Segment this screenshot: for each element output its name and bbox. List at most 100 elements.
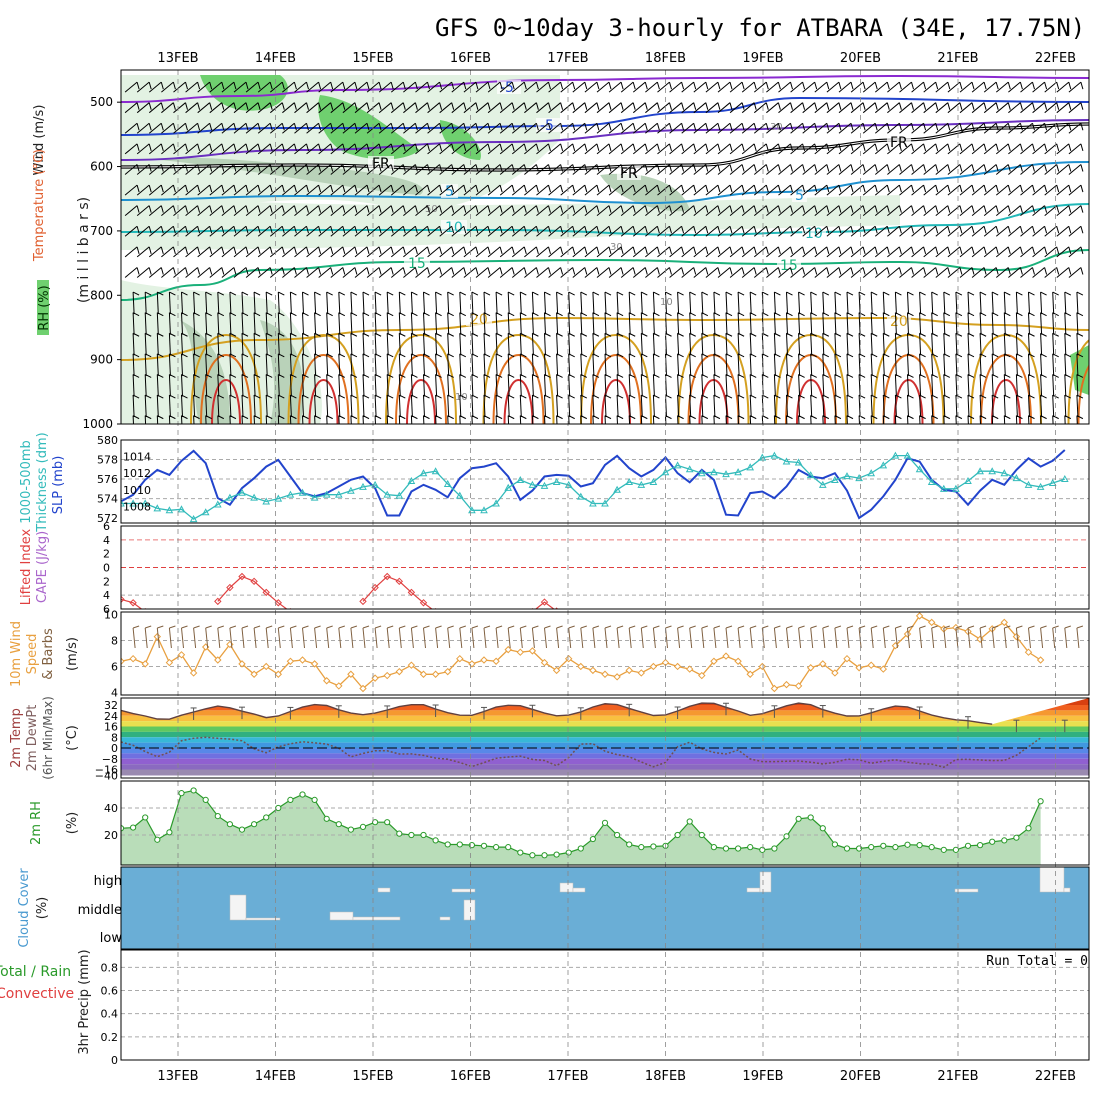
wind-barb xyxy=(241,373,249,397)
wind-barb xyxy=(632,225,648,237)
wind-barb xyxy=(161,184,176,196)
wind-barb xyxy=(1032,81,1048,93)
wind-barb-10m xyxy=(144,625,152,649)
wind-barb xyxy=(1040,332,1047,356)
wind-barb xyxy=(677,312,684,335)
wind-barb xyxy=(834,291,842,315)
wind-barb xyxy=(277,291,285,315)
wind-speed-marker xyxy=(552,666,561,675)
wind-barb xyxy=(318,184,334,196)
wind-barb xyxy=(524,122,539,134)
temp-frame xyxy=(120,697,1090,779)
wind-barb xyxy=(451,184,467,196)
wind-barb xyxy=(858,373,866,397)
wind-barb xyxy=(507,312,515,335)
wind-barb xyxy=(911,205,927,217)
rh-tick-label: 20 xyxy=(104,829,118,842)
temp-maxmin-bar xyxy=(723,702,729,716)
wind-barb xyxy=(652,373,660,397)
wind-barb xyxy=(1056,122,1072,134)
cloud-background xyxy=(121,867,1089,949)
date-label-top: 14FEB xyxy=(255,51,296,66)
wind-barb xyxy=(330,143,346,155)
wind-barb xyxy=(681,81,697,93)
date-label-top: 15FEB xyxy=(352,51,393,66)
rh-contour-label: 30 xyxy=(610,242,623,253)
wind-barb xyxy=(136,102,152,114)
wind-barb xyxy=(919,312,926,335)
wind-barb xyxy=(967,394,975,418)
cloud-frame xyxy=(120,866,1090,950)
cloud-block xyxy=(329,911,354,921)
lifted-index-label: Lifted Index xyxy=(19,528,34,605)
thickness-marker xyxy=(939,484,948,492)
wind-barb xyxy=(161,143,176,155)
wind-barb-10m xyxy=(846,625,854,649)
wind-barb xyxy=(233,143,249,155)
wind-barb xyxy=(778,246,793,258)
wind-barb xyxy=(524,184,539,196)
wind-barb xyxy=(995,205,1011,217)
wind-speed-marker xyxy=(250,670,258,678)
wind-barb xyxy=(136,205,152,217)
rh-fill-green-4 xyxy=(1070,345,1089,395)
li-marker xyxy=(419,599,428,607)
wind-barb-10m xyxy=(786,625,793,649)
wind-barb xyxy=(148,164,164,175)
wind-barb xyxy=(701,312,709,335)
wind-barb xyxy=(741,225,757,237)
wind-barb xyxy=(318,164,334,175)
wind-barb xyxy=(536,102,551,114)
wind-barb xyxy=(495,312,503,335)
wind-barb xyxy=(531,394,539,418)
wind-barb xyxy=(608,225,624,237)
wind-barb xyxy=(749,312,757,335)
wind-barb xyxy=(548,102,564,114)
wind-barb xyxy=(193,332,200,356)
wind-barb xyxy=(185,164,201,175)
wind-barb xyxy=(979,353,987,376)
wind-barb xyxy=(185,267,201,278)
wind-barb xyxy=(475,184,491,196)
wind-barb xyxy=(156,291,164,315)
wind-barb xyxy=(620,184,636,196)
wind-barb xyxy=(713,373,721,397)
wind-barb xyxy=(882,291,890,315)
wind-barb xyxy=(568,353,575,376)
wind-barb-10m xyxy=(773,625,781,649)
thickness-label-2: Thickness (dm) xyxy=(35,432,50,532)
wind-barb xyxy=(475,81,491,93)
wind-barb xyxy=(995,225,1011,237)
wind-barb xyxy=(766,225,781,237)
wind-barb xyxy=(362,291,370,315)
wind-barb xyxy=(632,81,648,93)
wind-barb xyxy=(403,143,418,155)
wind-barb xyxy=(306,205,322,217)
wind-barb xyxy=(645,164,660,175)
wind-barb xyxy=(318,81,334,93)
wind-barb xyxy=(947,102,963,114)
wind-barb xyxy=(185,143,201,155)
wind-barb xyxy=(991,332,999,356)
temp-maxmin-bar xyxy=(1013,719,1020,733)
temp-color-band xyxy=(121,737,1089,743)
wind-barb xyxy=(955,353,963,376)
wind-barb xyxy=(971,102,987,114)
wind-barb xyxy=(882,332,890,356)
wind-barb xyxy=(729,205,745,217)
wind-barb xyxy=(572,122,588,134)
wind-barb xyxy=(342,81,358,93)
wind-barb xyxy=(899,205,914,217)
wind-barb-10m xyxy=(531,625,539,649)
contour-25 xyxy=(687,353,740,424)
wind-barb xyxy=(911,143,927,155)
wind-barb xyxy=(947,164,963,175)
contour-20 xyxy=(872,333,945,424)
wind-barb xyxy=(1032,122,1048,134)
wind-barb xyxy=(887,184,902,196)
wind-barb xyxy=(410,394,418,418)
wind-barb-10m xyxy=(1003,625,1011,649)
cloud-tick-label: high xyxy=(94,874,122,889)
precip-tick-label: 0.4 xyxy=(101,1008,119,1021)
wind-barb xyxy=(1056,267,1072,278)
